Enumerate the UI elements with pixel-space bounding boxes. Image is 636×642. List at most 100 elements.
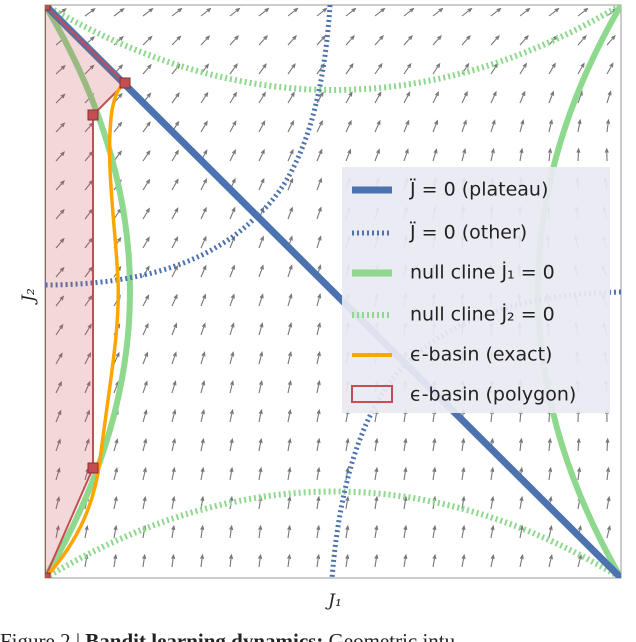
- field-arrow: [142, 35, 153, 46]
- field-arrow: [547, 437, 552, 452]
- field-arrow: [55, 266, 65, 278]
- field-arrow: [577, 7, 589, 17]
- field-arrow: [287, 120, 295, 133]
- null-cline-j2: [45, 5, 621, 93]
- field-arrow: [287, 63, 296, 75]
- field-arrow: [55, 380, 62, 394]
- field-arrow: [316, 524, 321, 539]
- caption-title: Bandit learning dynamics:: [85, 629, 323, 642]
- field-arrow: [171, 351, 177, 365]
- field-arrow: [287, 495, 292, 510]
- field-arrow: [287, 148, 294, 162]
- field-arrow: [258, 63, 267, 75]
- field-arrow: [258, 7, 270, 17]
- field-arrow: [577, 554, 583, 568]
- field-arrow: [577, 466, 582, 481]
- null-cline-j2: [45, 488, 621, 578]
- field-arrow: [548, 90, 555, 104]
- field-arrow: [171, 207, 179, 220]
- field-arrow: [142, 495, 147, 510]
- field-arrow: [287, 466, 292, 481]
- field-arrow: [316, 495, 321, 510]
- field-arrow: [142, 121, 151, 133]
- field-arrow: [548, 553, 553, 568]
- field-arrow: [55, 64, 66, 75]
- field-arrow: [374, 466, 379, 481]
- field-arrow: [345, 553, 350, 568]
- field-arrow: [287, 524, 292, 539]
- field-arrow: [200, 380, 206, 394]
- field-arrow: [229, 264, 235, 278]
- field-arrow: [519, 119, 525, 133]
- field-arrow: [374, 7, 386, 17]
- field-arrow: [403, 34, 413, 46]
- caption: Figure 2 | Bandit learning dynamics: Geo…: [0, 629, 462, 642]
- legend-label: ϵ-basin (exact): [410, 344, 552, 366]
- field-arrow: [287, 35, 297, 46]
- field-arrow: [606, 466, 611, 481]
- field-arrow: [345, 148, 352, 162]
- field-arrow: [200, 293, 207, 307]
- field-arrow: [84, 8, 96, 17]
- field-arrow: [229, 206, 236, 220]
- field-arrow: [461, 524, 466, 539]
- field-arrow: [84, 352, 92, 365]
- field-arrow: [258, 177, 265, 191]
- field-arrow: [55, 179, 65, 191]
- field-arrow: [403, 62, 412, 75]
- field-arrow: [55, 323, 64, 336]
- field-arrow: [605, 437, 610, 452]
- field-arrow: [84, 438, 90, 452]
- field-arrow: [461, 437, 466, 452]
- field-arrow: [229, 7, 241, 17]
- field-arrow: [258, 553, 263, 568]
- field-arrow: [200, 120, 208, 133]
- field-arrow: [258, 35, 268, 46]
- field-arrow: [200, 35, 211, 46]
- field-arrow: [287, 437, 292, 452]
- field-arrow: [490, 147, 495, 162]
- field-arrow: [345, 466, 350, 481]
- field-arrow: [606, 118, 611, 133]
- field-arrow: [258, 322, 264, 336]
- field-arrow: [55, 237, 65, 249]
- field-arrow: [229, 148, 236, 162]
- x-axis-label: J₁: [325, 591, 342, 611]
- field-arrow: [461, 553, 466, 568]
- field-arrow: [113, 495, 118, 510]
- field-arrow: [142, 294, 150, 307]
- field-arrow: [55, 122, 66, 133]
- field-arrow: [606, 62, 614, 75]
- field-arrow: [200, 437, 205, 452]
- field-arrow: [345, 495, 350, 510]
- field-arrow: [113, 7, 125, 17]
- field-arrow: [432, 91, 440, 104]
- field-arrow: [345, 35, 355, 46]
- field-arrow: [374, 495, 379, 510]
- field-arrow: [403, 91, 411, 104]
- field-arrow: [518, 437, 524, 452]
- legend-label: null cline J̇₁ = 0: [410, 261, 555, 283]
- field-arrow: [258, 264, 264, 278]
- field-arrow: [84, 323, 92, 336]
- field-arrow: [490, 90, 497, 104]
- field-arrow: [142, 322, 149, 336]
- field-arrow: [200, 7, 212, 17]
- field-arrow: [142, 380, 148, 394]
- field-arrow: [606, 495, 611, 510]
- field-arrow: [576, 147, 581, 162]
- legend-swatch: [351, 385, 393, 403]
- field-arrow: [519, 7, 531, 17]
- field-arrow: [577, 62, 585, 75]
- field-arrow: [577, 118, 582, 133]
- field-arrow: [55, 151, 66, 162]
- caption-label: Figure 2 |: [0, 629, 85, 642]
- field-arrow: [374, 62, 383, 75]
- field-arrow: [316, 177, 322, 191]
- field-arrow: [316, 379, 321, 394]
- field-arrow: [403, 437, 408, 452]
- field-arrow: [316, 148, 323, 162]
- field-arrow: [113, 524, 118, 539]
- field-arrow: [403, 524, 408, 539]
- field-arrow: [200, 91, 209, 104]
